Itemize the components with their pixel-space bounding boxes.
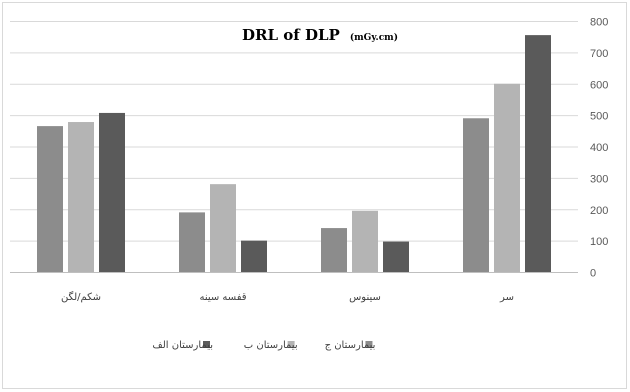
bar [241, 240, 267, 272]
legend-label: بیمارستان ب [244, 340, 298, 351]
y-tick-label: 400 [590, 142, 608, 154]
bar [68, 122, 94, 272]
chart-title-unit: (mGy.cm) [350, 32, 398, 43]
y-tick-label: 100 [590, 236, 608, 248]
y-tick-label: 200 [590, 205, 608, 217]
category-label: سینوس [349, 292, 381, 303]
y-axis-ticks: 0 100 200 300 400 500 600 700 800 [590, 17, 608, 280]
legend-label: بیمارستان الف [152, 340, 213, 351]
chart-title: DRL of DLP (mGy.cm) [242, 25, 398, 44]
y-tick-label: 700 [590, 48, 608, 60]
category-label: سر [499, 292, 514, 303]
legend-swatch [287, 341, 295, 348]
category-label: قفسه سینه [199, 292, 246, 303]
y-tick-label: 500 [590, 111, 608, 123]
y-tick-label: 600 [590, 79, 608, 91]
y-tick-label: 300 [590, 173, 608, 185]
bar [383, 241, 409, 272]
bar [37, 126, 63, 272]
legend-swatch [365, 341, 373, 348]
bar [352, 210, 378, 272]
bar [179, 212, 205, 272]
bar [99, 112, 125, 273]
bar [210, 184, 236, 272]
chart-title-main: DRL of DLP [242, 26, 340, 44]
bar [463, 118, 489, 272]
gridlines [10, 21, 578, 273]
category-labels: شکم/لگن قفسه سینه سینوس سر [61, 291, 514, 303]
bar [494, 83, 520, 272]
category-label: شکم/لگن [61, 291, 101, 303]
bars [37, 35, 551, 273]
legend-swatch [203, 341, 210, 348]
bar [321, 228, 347, 272]
bar [525, 35, 551, 273]
y-tick-label: 0 [590, 268, 596, 280]
legend-label: بیمارستان ج [325, 340, 376, 351]
legend: بیمارستان الف بیمارستان ب بیمارستان ج [152, 340, 375, 351]
y-tick-label: 800 [590, 17, 608, 29]
